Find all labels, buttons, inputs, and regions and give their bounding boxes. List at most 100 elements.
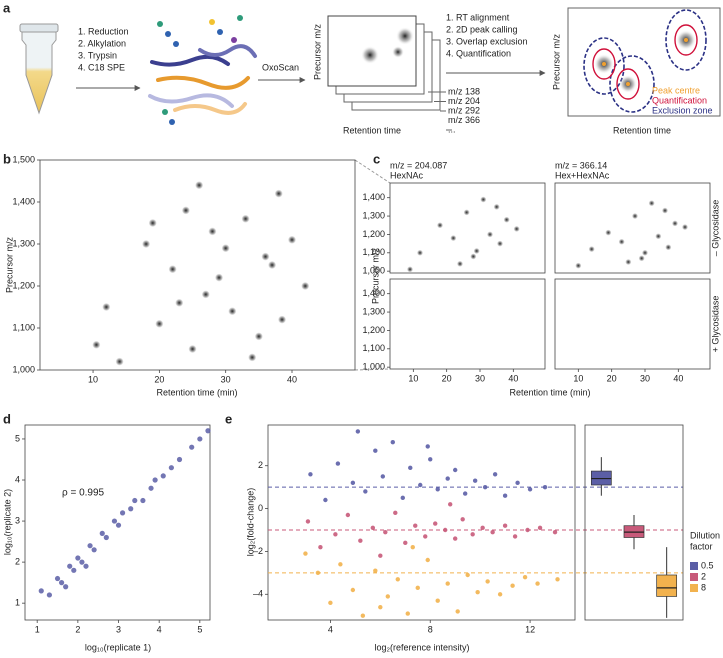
tube [21, 29, 57, 115]
point [373, 448, 378, 453]
point [335, 461, 341, 466]
point [358, 538, 363, 543]
point [132, 497, 138, 504]
y-tick-label: 3 [15, 515, 20, 525]
x-tick-label: 30 [221, 374, 231, 384]
peak-centre [602, 62, 606, 66]
spot [662, 207, 668, 214]
point [400, 495, 405, 501]
point [537, 525, 543, 531]
x-tick-label: 30 [475, 373, 485, 383]
point [465, 572, 470, 578]
panel-label: c [373, 151, 380, 166]
point [390, 439, 395, 445]
legend-title: factor [690, 541, 713, 551]
y-tick-label: 4 [15, 474, 20, 484]
x-tick-label: 30 [640, 373, 650, 383]
point [502, 523, 508, 528]
y-tick-label: 1,200 [12, 280, 35, 290]
spot [497, 240, 503, 247]
spot [228, 307, 237, 316]
spot [188, 345, 197, 353]
spot [575, 262, 582, 269]
blob [361, 46, 379, 64]
axis-label: Precursor m/z [312, 23, 322, 80]
y-tick-label: 1,400 [362, 192, 385, 202]
connector [354, 159, 391, 184]
plot-frame [554, 182, 711, 274]
point [140, 497, 146, 504]
spot [92, 340, 101, 349]
point [413, 523, 418, 528]
point [395, 577, 400, 582]
y-axis-label: log₁₀(replicate 2) [2, 489, 12, 555]
spot [241, 214, 250, 223]
point [103, 534, 109, 541]
point [405, 611, 410, 616]
point [308, 472, 313, 477]
spot [638, 255, 645, 262]
x-tick-label: 5 [197, 624, 202, 634]
point [323, 497, 328, 503]
point [522, 574, 528, 580]
spot [254, 332, 263, 341]
box [656, 574, 678, 597]
point [510, 583, 515, 588]
panel-label: e [225, 411, 232, 426]
point [363, 489, 368, 494]
panel-a: a OxoScan Precursor m/z Retention time m… [3, 0, 721, 135]
x-tick-label: 20 [442, 373, 452, 383]
legend-swatch [690, 562, 698, 570]
point [425, 557, 430, 563]
legend-title: Dilution [690, 530, 720, 540]
spot [648, 200, 655, 207]
y-axis-label: Precursor m/z [370, 247, 380, 304]
spot [208, 227, 217, 236]
x-tick-label: 20 [607, 373, 617, 383]
point [79, 559, 85, 565]
point [373, 568, 378, 573]
panel-label: b [3, 151, 11, 166]
y-tick-label: 1,100 [362, 343, 385, 353]
panel-label: a [3, 0, 11, 15]
spot [493, 203, 500, 210]
axis-label: Precursor m/z [551, 33, 561, 90]
glycopeptides [148, 15, 257, 125]
steps-left: 1. Reduction 2. Alkylation 3. Trypsin 4. C1… [78, 26, 129, 72]
point [410, 544, 415, 550]
point [148, 485, 154, 491]
spot [301, 282, 310, 290]
blob [392, 46, 404, 58]
y-axis-label: + Glycosidase [710, 296, 720, 353]
spot [470, 253, 477, 260]
spot [102, 303, 111, 311]
point [111, 518, 118, 524]
point [370, 525, 376, 531]
spot [665, 244, 672, 251]
spot [407, 266, 413, 273]
y-tick-label: –2 [253, 546, 263, 556]
y-tick-label: 1,500 [12, 154, 35, 164]
point [403, 540, 408, 546]
point [380, 474, 386, 479]
point [75, 555, 81, 561]
point [176, 456, 183, 463]
point [58, 580, 65, 586]
point [428, 457, 433, 462]
column-subtitle: HexNAc [390, 170, 424, 180]
point [482, 484, 488, 490]
legend-swatch [690, 584, 698, 592]
exclusion-zone [665, 9, 707, 71]
point [480, 525, 485, 531]
spot [625, 258, 632, 265]
spot [195, 181, 204, 190]
tube-cap [19, 23, 59, 33]
x-axis-label: Retention time (min) [156, 387, 237, 397]
point [475, 589, 480, 595]
spot [437, 222, 443, 229]
annotation: ρ = 0.995 [62, 488, 105, 499]
spot [215, 273, 224, 282]
step: 1. Reduction [78, 26, 129, 36]
point [160, 473, 166, 479]
